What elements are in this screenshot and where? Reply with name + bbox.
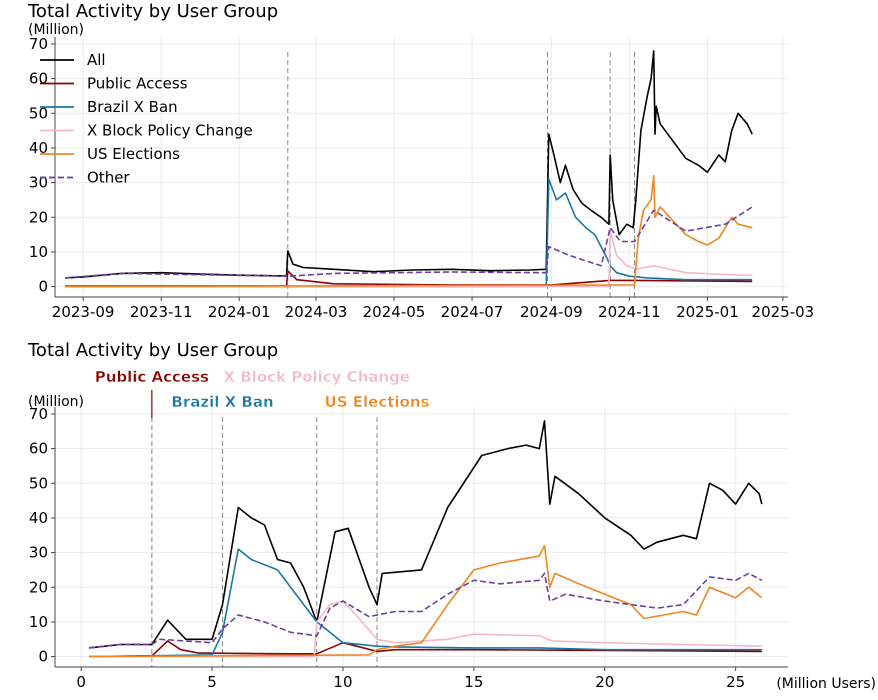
x-tick-label: 2024-01: [208, 303, 271, 321]
legend: All Public Access Brazil X Ban X Block Poli…: [40, 51, 253, 187]
series-line-x-block-policy-change: [65, 230, 753, 288]
y-tick-label: 40: [29, 139, 48, 157]
y-tick-label: 0: [38, 648, 48, 666]
legend-label: Public Access: [87, 75, 188, 93]
y-tick-label: 30: [29, 174, 48, 192]
x-tick-label: 2024-03: [285, 303, 348, 321]
y-axis-label-2: (Million): [28, 394, 84, 410]
event-annotations: Public Access X Block Policy Change Brazil…: [95, 368, 430, 418]
series-line-other: [65, 206, 753, 279]
chart-title-2: Total Activity by User Group: [27, 340, 278, 361]
grid-2: [55, 407, 788, 667]
y-tick-label: 20: [29, 578, 48, 596]
y-tick-label: 60: [29, 440, 48, 458]
panel-1: Total Activity by User Group (Million) 0…: [27, 1, 814, 321]
x-tick-label: 15: [464, 673, 483, 691]
series-line-x-block-policy-change: [89, 600, 762, 658]
y-tick-label: 60: [29, 70, 48, 88]
y-tick-label: 40: [29, 509, 48, 527]
series-line-public-access: [88, 640, 762, 658]
y-tick-label: 20: [29, 208, 48, 226]
y-tick-label: 50: [29, 104, 48, 122]
x-tick-label: 5: [207, 673, 217, 691]
series-line-brazil-x-ban: [65, 178, 753, 288]
x-tick-label: 2024-09: [520, 303, 583, 321]
series-line-public-access: [65, 270, 753, 287]
panel-2: Total Activity by User Group (Million) (…: [27, 340, 876, 692]
x-axis-label-2: (Million Users): [776, 676, 876, 692]
x-tick-label: 2025-03: [752, 303, 815, 321]
legend-label: Brazil X Ban: [87, 98, 178, 116]
x-tick-label: 2023-09: [52, 303, 115, 321]
x-tick-label: 2024-05: [363, 303, 426, 321]
axes-2: 0 10 20 30 40 50 60 70 0 5 10 15 20 25: [29, 405, 788, 691]
event-annotation: Brazil X Ban: [171, 393, 273, 411]
x-tick-label: 20: [595, 673, 614, 691]
y-tick-label: 10: [29, 243, 48, 261]
series-line-us-elections: [88, 544, 763, 658]
y-tick-label: 30: [29, 544, 48, 562]
legend-label: All: [87, 51, 106, 69]
legend-label: Other: [87, 169, 130, 187]
legend-label: X Block Policy Change: [87, 122, 253, 140]
event-annotation: Public Access: [95, 368, 209, 386]
series-line-other: [88, 572, 763, 649]
x-tick-label: 25: [726, 673, 745, 691]
y-axis-label-1: (Million): [28, 22, 84, 38]
y-tick-label: 70: [29, 405, 48, 423]
x-tick-label: 2024-11: [598, 303, 661, 321]
chart-title-1: Total Activity by User Group: [27, 1, 278, 22]
series-layer-1: [65, 50, 753, 288]
series-line-all: [65, 50, 753, 279]
legend-label: US Elections: [87, 145, 180, 163]
event-annotation: US Elections: [325, 393, 430, 411]
x-tick-label: 2025-01: [676, 303, 739, 321]
y-tick-label: 10: [29, 613, 48, 631]
y-tick-label: 0: [38, 278, 48, 296]
y-tick-label: 50: [29, 474, 48, 492]
x-tick-label: 10: [333, 673, 352, 691]
x-tick-label: 2023-11: [130, 303, 193, 321]
event-annotation: X Block Policy Change: [223, 368, 410, 386]
x-tick-label: 0: [76, 673, 86, 691]
series-line-us-elections: [65, 174, 753, 288]
x-tick-label: 2024-07: [441, 303, 504, 321]
y-tick-label: 70: [29, 35, 48, 53]
series-layer-2: [88, 420, 763, 658]
series-line-all: [88, 420, 763, 649]
